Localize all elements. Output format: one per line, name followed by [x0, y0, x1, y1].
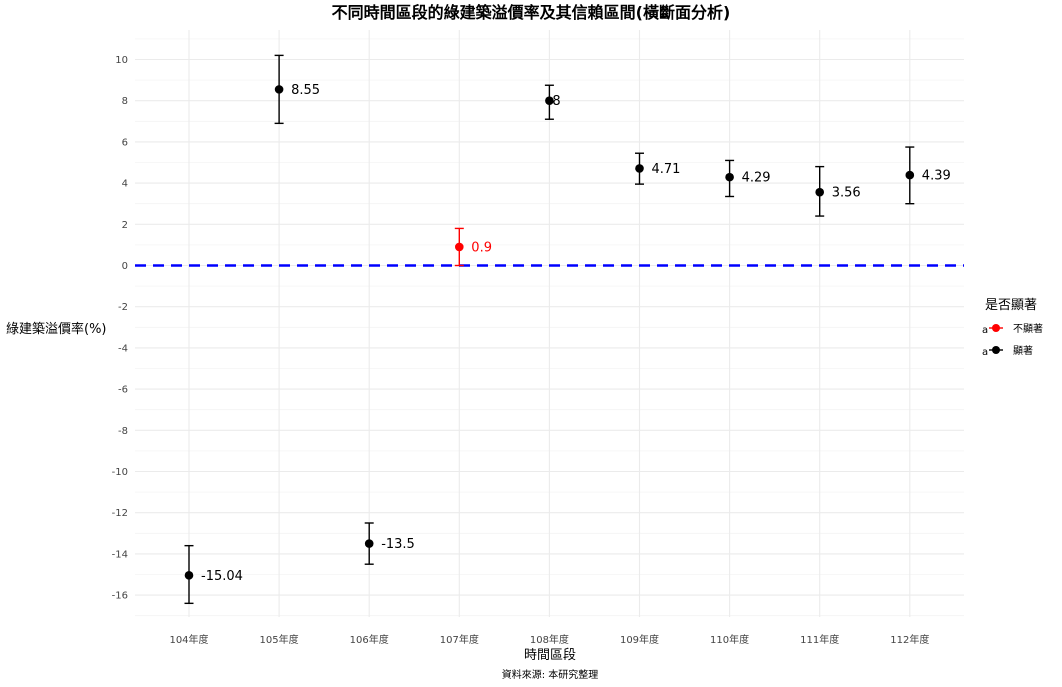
data-label: 4.71	[652, 162, 681, 177]
y-tick-label: -2	[118, 302, 128, 313]
x-tick-label: 109年度	[620, 633, 659, 646]
y-tick-label: 8	[122, 96, 128, 107]
y-tick-label: 10	[115, 55, 128, 66]
y-tick-label: -4	[118, 343, 128, 354]
x-tick-label: 111年度	[800, 633, 839, 646]
data-point-group: 0.9	[454, 227, 492, 267]
data-point	[274, 85, 284, 94]
data-label: 4.29	[742, 171, 771, 186]
legend-entry: a 顯著	[982, 344, 1033, 358]
data-point	[184, 571, 194, 580]
x-tick-label: 110年度	[710, 633, 749, 646]
chart-title: 不同時間區段的綠建築溢價率及其信賴區間(橫斷面分析)	[332, 3, 731, 22]
legend-key-point	[992, 346, 1000, 354]
y-tick-label: 6	[122, 137, 128, 148]
x-tick-labels: 104年度 105年度 106年度 107年度 108年度 109年度 110年度 111年度…	[169, 633, 929, 646]
legend-key-point	[992, 324, 1000, 332]
legend-entry: a 不顯著	[982, 322, 1043, 336]
y-tick-label: -16	[112, 591, 128, 602]
data-point-group: 8	[544, 84, 561, 120]
legend-label: 不顯著	[1013, 322, 1043, 335]
legend-label: 顯著	[1013, 344, 1033, 357]
data-point-group: -15.04	[184, 544, 243, 605]
data-point	[364, 539, 374, 548]
x-tick-label: 107年度	[440, 633, 479, 646]
legend-key-glyph: a	[982, 325, 988, 336]
marks: -15.04 8.55 -13.5 0.9 8 4.71 4.29 3.56 4.39	[184, 54, 951, 605]
data-point	[455, 242, 464, 252]
data-label: 8	[552, 94, 560, 109]
y-tick-labels: -16 -14 -12 -10 -8 -6 -4 -2 0 2 4 6 8 10	[112, 55, 128, 602]
x-tick-label: 105年度	[260, 633, 299, 646]
y-tick-label: 4	[122, 179, 128, 190]
data-label: 0.9	[471, 240, 492, 255]
data-point	[725, 172, 734, 182]
y-tick-label: 2	[122, 220, 128, 231]
data-point-group: 8.55	[274, 54, 320, 125]
data-point-group: -13.5	[364, 522, 415, 565]
x-tick-label: 112年度	[890, 633, 929, 646]
data-label: -15.04	[201, 569, 243, 584]
data-point	[815, 187, 824, 197]
legend: 是否顯著 a 不顯著 a 顯著	[982, 298, 1043, 358]
x-axis-title: 時間區段	[524, 648, 576, 663]
y-tick-label: -12	[112, 508, 128, 519]
y-tick-label: -14	[112, 549, 128, 560]
data-label: -13.5	[381, 537, 415, 552]
y-axis-title: 綠建築溢價率(%)	[6, 321, 107, 337]
data-point	[635, 164, 644, 173]
data-point-group: 4.71	[635, 152, 681, 185]
y-tick-label: -8	[118, 426, 128, 437]
x-tick-label: 104年度	[169, 633, 208, 646]
y-tick-label: 0	[122, 261, 128, 272]
data-point	[905, 170, 915, 180]
data-label: 8.55	[291, 83, 320, 98]
data-point	[545, 96, 554, 105]
data-label: 3.56	[832, 186, 861, 201]
grid	[135, 30, 964, 617]
data-point-group: 3.56	[815, 165, 861, 217]
y-tick-label: -6	[118, 385, 128, 396]
data-label: 4.39	[922, 169, 951, 184]
data-point-group: 4.29	[725, 159, 771, 198]
legend-key-glyph: a	[982, 347, 988, 358]
x-tick-label: 106年度	[350, 633, 389, 646]
y-tick-label: -10	[112, 467, 128, 478]
x-tick-label: 108年度	[530, 633, 569, 646]
legend-title: 是否顯著	[985, 298, 1037, 313]
data-point-group: 4.39	[905, 146, 951, 205]
caption: 資料來源: 本研究整理	[502, 668, 599, 681]
